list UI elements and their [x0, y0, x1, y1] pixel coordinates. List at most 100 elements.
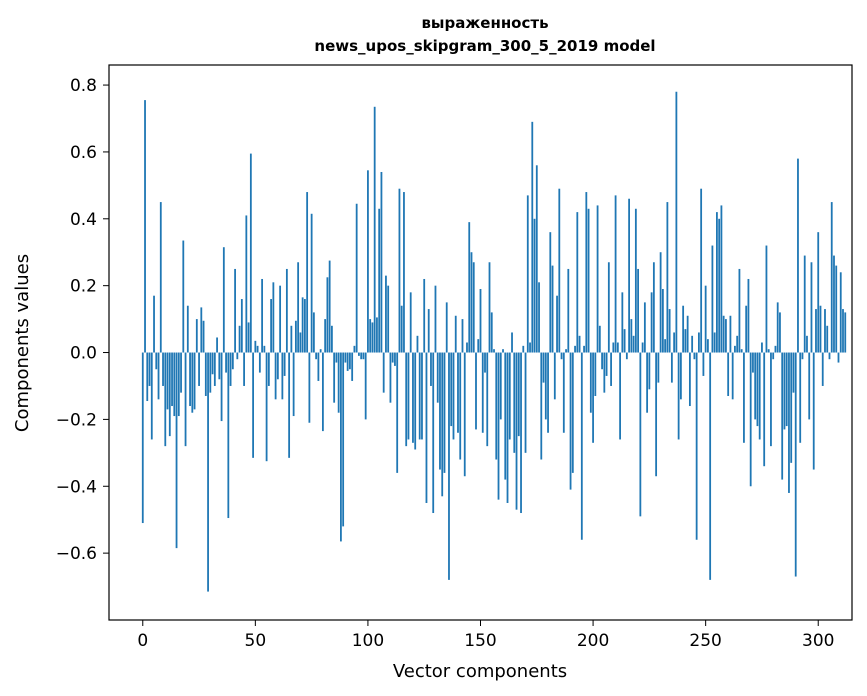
bar-component-171: [526, 195, 529, 353]
bar-component-62: [281, 352, 284, 400]
bar-component-156: [493, 349, 495, 353]
bar-component-214: [623, 329, 626, 353]
bar-component-306: [830, 202, 833, 353]
bar-component-213: [621, 292, 624, 353]
bar-component-108: [385, 275, 387, 353]
bar-component-154: [488, 262, 491, 353]
bar-component-86: [335, 352, 338, 363]
bar-component-268: [745, 305, 748, 353]
bar-component-28: [204, 352, 207, 396]
bar-component-43: [238, 325, 241, 353]
bar-component-105: [378, 208, 381, 353]
bar-component-18: [182, 240, 185, 353]
bar-component-136: [448, 352, 450, 580]
bar-component-197: [585, 192, 588, 353]
bar-component-150: [479, 289, 482, 353]
bar-component-299: [815, 309, 817, 353]
bar-component-164: [511, 332, 513, 353]
bar-component-90: [344, 352, 347, 363]
bar-component-98: [362, 352, 365, 360]
bar-component-0: [141, 352, 144, 524]
bar-component-191: [571, 352, 574, 473]
bar-component-132: [439, 352, 441, 470]
bar-component-216: [628, 198, 631, 353]
bar-component-4: [150, 352, 153, 440]
bar-component-88: [340, 352, 342, 542]
bar-component-70: [299, 332, 302, 353]
bar-component-26: [200, 307, 203, 353]
bar-component-151: [481, 352, 484, 433]
bar-component-198: [587, 208, 590, 353]
bar-component-65: [288, 352, 291, 458]
bar-component-149: [477, 339, 480, 353]
bar-component-303: [824, 309, 826, 353]
bar-component-237: [675, 91, 678, 353]
bar-component-114: [398, 188, 401, 353]
bar-component-155: [490, 312, 493, 353]
bar-component-48: [249, 153, 252, 353]
bar-component-50: [254, 340, 257, 353]
bar-component-138: [452, 352, 455, 440]
bar-component-6: [155, 352, 158, 370]
bar-component-121: [414, 352, 417, 450]
bar-component-37: [225, 352, 227, 373]
bar-component-168: [520, 352, 522, 514]
y-tick-label: −0.6: [56, 544, 97, 564]
bar-component-68: [294, 320, 297, 353]
bar-component-16: [177, 352, 180, 417]
bar-component-66: [290, 325, 293, 353]
bar-component-169: [522, 345, 525, 353]
bar-component-311: [842, 309, 844, 353]
bar-component-203: [598, 325, 601, 353]
bar-component-249: [702, 352, 705, 376]
bar-component-130: [434, 285, 437, 353]
bar-component-153: [486, 352, 489, 447]
bar-component-222: [641, 342, 644, 353]
bar-component-9: [162, 352, 164, 386]
bar-component-104: [376, 317, 378, 353]
bar-component-241: [684, 329, 687, 353]
bar-component-31: [211, 352, 214, 375]
bar-component-310: [839, 272, 842, 353]
bar-component-109: [387, 285, 390, 353]
bar-component-120: [412, 352, 414, 443]
x-tick-label: 0: [137, 631, 148, 651]
bar-component-32: [213, 352, 216, 386]
bar-component-25: [198, 352, 200, 386]
bar-component-159: [499, 352, 502, 420]
bar-component-307: [833, 255, 835, 353]
bar-component-293: [801, 352, 804, 360]
bar-component-199: [589, 352, 592, 413]
bar-component-187: [562, 352, 565, 433]
bar-component-78: [317, 352, 320, 381]
bar-component-76: [312, 312, 315, 353]
y-tick-label: 0.4: [70, 210, 97, 230]
bar-component-221: [639, 352, 642, 517]
bar-component-148: [475, 352, 477, 430]
bar-component-20: [186, 305, 189, 353]
bar-component-40: [231, 352, 234, 370]
bar-component-281: [774, 345, 777, 353]
bar-component-83: [328, 260, 331, 353]
bar-component-161: [504, 352, 507, 480]
bar-component-124: [421, 352, 423, 440]
bar-component-273: [756, 352, 759, 427]
bar-component-217: [630, 319, 633, 353]
bar-component-228: [655, 352, 658, 477]
bar-component-295: [806, 335, 808, 353]
bar-component-181: [549, 232, 552, 353]
bar-component-200: [592, 352, 594, 443]
bar-component-85: [333, 352, 336, 403]
bar-component-202: [596, 205, 599, 353]
bar-component-69: [297, 262, 300, 353]
bar-component-57: [270, 299, 273, 353]
bar-component-178: [542, 352, 545, 383]
bar-component-133: [441, 352, 444, 497]
bar-component-110: [389, 352, 392, 403]
bar-component-251: [707, 339, 709, 353]
bar-component-173: [531, 121, 534, 353]
bar-component-279: [770, 352, 772, 447]
bar-component-243: [688, 352, 691, 407]
bar-component-2: [146, 352, 149, 402]
bar-component-59: [274, 352, 277, 400]
